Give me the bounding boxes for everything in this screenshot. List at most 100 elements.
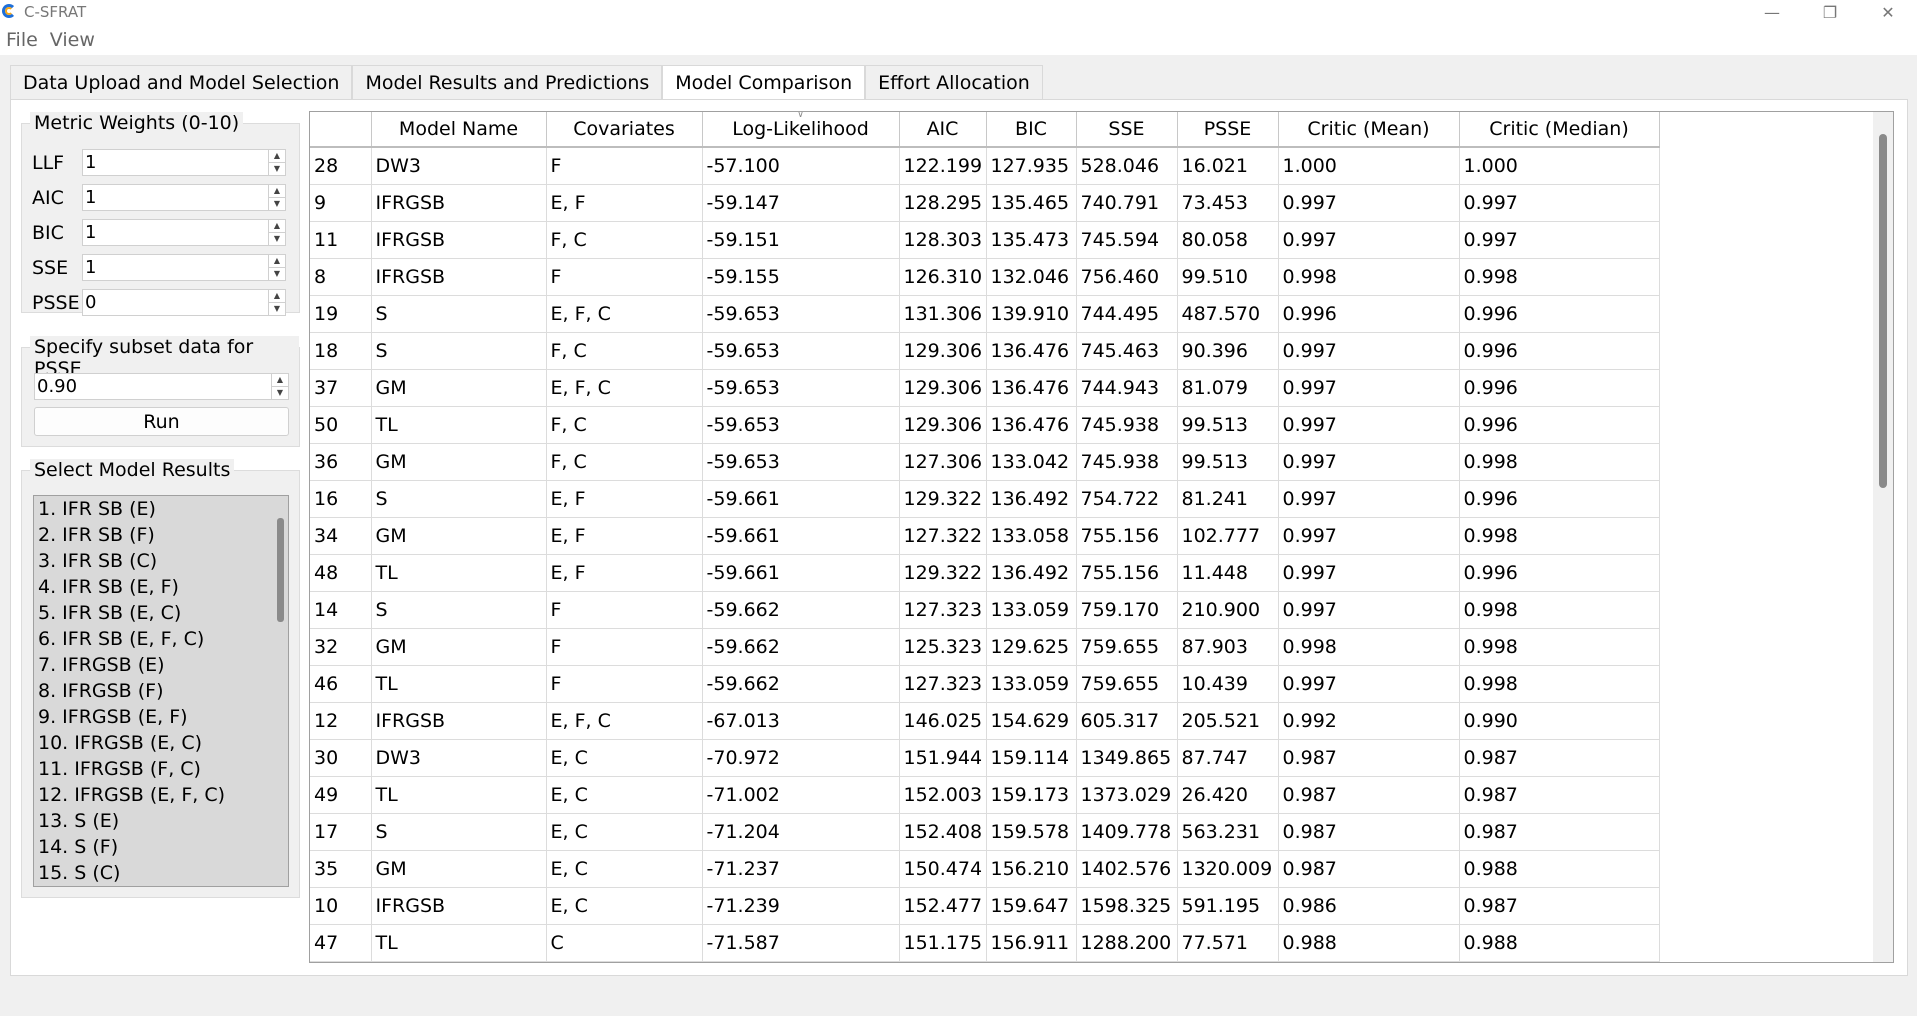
list-item[interactable]: 13. S (E)	[38, 810, 120, 832]
table-scrollbar[interactable]	[1873, 112, 1893, 962]
minimize-icon[interactable]: —	[1764, 2, 1780, 22]
table-cell: 50	[310, 406, 372, 444]
table-row[interactable]: 14 S F -59.662 127.323 133.059 759.170 210.900 0…	[310, 591, 1660, 629]
spin-down-icon[interactable]: ▼	[269, 232, 285, 245]
bic-weight-spinbox[interactable]: 1 ▲ ▼	[82, 219, 286, 246]
list-item[interactable]: 11. IFRGSB (F, C)	[38, 758, 201, 780]
table-row[interactable]: 11 IFRGSB F, C -59.151 128.303 135.473 745.594…	[310, 221, 1660, 259]
spin-up-icon[interactable]: ▲	[276, 375, 284, 384]
table-cell: E, F, C	[546, 295, 703, 333]
spin-down-icon[interactable]: ▼	[269, 302, 285, 315]
table-row[interactable]: 46 TL F -59.662 127.323 133.059 759.655 10.439 0…	[310, 665, 1660, 703]
table-row[interactable]: 47 TL C -71.587 151.175 156.911 1288.200 77.571…	[310, 924, 1660, 962]
table-row[interactable]: 28 DW3 F -57.100 122.199 127.935 528.046 16.021…	[310, 147, 1660, 185]
close-icon[interactable]: ✕	[1881, 2, 1895, 22]
table-cell: 152.477	[899, 887, 987, 925]
column-header[interactable]: SSE	[1076, 112, 1178, 148]
sse-weight-spinbox[interactable]: 1 ▲ ▼	[82, 254, 286, 281]
list-item[interactable]: 15. S (C)	[38, 862, 121, 884]
aic-weight-spinbox[interactable]: 1 ▲ ▼	[82, 184, 286, 211]
table-row[interactable]: 36 GM F, C -59.653 127.306 133.042 745.938 99.5…	[310, 443, 1660, 481]
column-header[interactable]	[310, 112, 372, 148]
table-cell: 152.408	[899, 813, 987, 851]
table-row[interactable]: 10 IFRGSB E, C -71.239 152.477 159.647 1598.32…	[310, 887, 1660, 925]
list-item[interactable]: 3. IFR SB (C)	[38, 550, 158, 572]
table-row[interactable]: 17 S E, C -71.204 152.408 159.578 1409.778 563.…	[310, 813, 1660, 851]
table-cell: -59.661	[702, 480, 900, 518]
list-item[interactable]: 14. S (F)	[38, 836, 119, 858]
table-row[interactable]: 34 GM E, F -59.661 127.322 133.058 755.156 102.…	[310, 517, 1660, 555]
table-row[interactable]: 12 IFRGSB E, F, C -67.013 146.025 154.629 605.…	[310, 702, 1660, 740]
table-cell: 1.000	[1459, 147, 1660, 185]
table-row[interactable]: 35 GM E, C -71.237 150.474 156.210 1402.576 132…	[310, 850, 1660, 888]
list-item[interactable]: 7. IFRGSB (E)	[38, 654, 165, 676]
table-row[interactable]: 18 S F, C -59.653 129.306 136.476 745.463 90.39…	[310, 332, 1660, 370]
spin-up-icon[interactable]: ▲	[273, 256, 281, 265]
list-item[interactable]: 5. IFR SB (E, C)	[38, 602, 182, 624]
list-scrollbar[interactable]	[277, 518, 284, 622]
column-header[interactable]: Critic (Median)	[1459, 112, 1660, 148]
spin-up-icon[interactable]: ▲	[273, 221, 281, 230]
run-button[interactable]: Run	[34, 407, 289, 436]
psse-subset-spinbox[interactable]: 0.90 ▲ ▼	[34, 373, 289, 400]
list-item[interactable]: 6. IFR SB (E, F, C)	[38, 628, 205, 650]
table-row[interactable]: 48 TL E, F -59.661 129.322 136.492 755.156 11.4…	[310, 554, 1660, 592]
psse-weight-spinbox[interactable]: 0 ▲ ▼	[82, 289, 286, 316]
spin-up-icon[interactable]: ▲	[273, 151, 281, 160]
table-row[interactable]: 9 IFRGSB E, F -59.147 128.295 135.465 740.791 7…	[310, 184, 1660, 222]
table-cell: 129.306	[899, 332, 987, 370]
table-row[interactable]: 32 GM F -59.662 125.323 129.625 759.655 87.903 0…	[310, 628, 1660, 666]
spin-up-icon[interactable]: ▲	[273, 186, 281, 195]
table-row[interactable]: 37 GM E, F, C -59.653 129.306 136.476 744.943 8…	[310, 369, 1660, 407]
menu-view[interactable]: View	[49, 28, 95, 51]
column-header[interactable]: BIC	[986, 112, 1077, 148]
spin-down-icon[interactable]: ▼	[269, 267, 285, 280]
spin-up-icon[interactable]: ▲	[273, 291, 281, 300]
table-cell: 745.938	[1076, 406, 1178, 444]
table-row[interactable]: 49 TL E, C -71.002 152.003 159.173 1373.029 26.…	[310, 776, 1660, 814]
column-header[interactable]: AIC	[899, 112, 987, 148]
list-item[interactable]: 8. IFRGSB (F)	[38, 680, 164, 702]
column-header[interactable]: Covariates	[546, 112, 703, 148]
list-item[interactable]: 9. IFRGSB (E, F)	[38, 706, 188, 728]
table-row[interactable]: 50 TL F, C -59.653 129.306 136.476 745.938 99.5…	[310, 406, 1660, 444]
model-results-list[interactable]: 1. IFR SB (E) 2. IFR SB (F) 3. IFR SB (C) 4…	[33, 495, 289, 887]
table-cell: 0.997	[1459, 184, 1660, 222]
spin-down-icon[interactable]: ▼	[269, 162, 285, 175]
spin-down-icon[interactable]: ▼	[272, 386, 288, 399]
table-cell: 14	[310, 591, 372, 629]
column-header[interactable]: Log-Likelihood ∨	[702, 111, 900, 148]
table-cell: 36	[310, 443, 372, 481]
tab-effort-allocation[interactable]: Effort Allocation	[865, 65, 1043, 100]
list-item[interactable]: 12. IFRGSB (E, F, C)	[38, 784, 226, 806]
table-cell: 11	[310, 221, 372, 259]
column-header-label: Critic (Median)	[1489, 118, 1629, 140]
tab-model-comparison[interactable]: Model Comparison	[662, 65, 866, 100]
table-cell: 90.396	[1177, 332, 1279, 370]
table-scrollbar-thumb[interactable]	[1879, 134, 1887, 488]
list-item[interactable]: 10. IFRGSB (E, C)	[38, 732, 203, 754]
restore-icon[interactable]: ❐	[1822, 2, 1838, 22]
tab-model-results[interactable]: Model Results and Predictions	[352, 65, 663, 100]
list-item[interactable]: 4. IFR SB (E, F)	[38, 576, 179, 598]
table-cell: 11.448	[1177, 554, 1279, 592]
spin-down-icon[interactable]: ▼	[269, 197, 285, 210]
column-header[interactable]: PSSE	[1177, 112, 1279, 148]
tab-data-upload[interactable]: Data Upload and Model Selection	[10, 65, 353, 100]
table-cell: 0.997	[1278, 554, 1460, 592]
column-header[interactable]: Model Name	[371, 112, 547, 148]
menu-file[interactable]: File	[6, 28, 38, 51]
column-header[interactable]: Critic (Mean)	[1278, 112, 1460, 148]
table-row[interactable]: 30 DW3 E, C -70.972 151.944 159.114 1349.865 87…	[310, 739, 1660, 777]
sort-indicator-icon: ∨	[797, 111, 804, 120]
llf-weight-spinbox[interactable]: 1 ▲ ▼	[82, 149, 286, 176]
list-item[interactable]: 2. IFR SB (F)	[38, 524, 155, 546]
table-row[interactable]: 16 S E, F -59.661 129.322 136.492 754.722 81.24…	[310, 480, 1660, 518]
table-row[interactable]: 19 S E, F, C -59.653 131.306 139.910 744.495 48…	[310, 295, 1660, 333]
table-row[interactable]: 8 IFRGSB F -59.155 126.310 132.046 756.460 99.5…	[310, 258, 1660, 296]
select-model-results-title: Select Model Results	[30, 459, 235, 481]
table-cell: 0.986	[1278, 887, 1460, 925]
table-cell: 136.492	[986, 554, 1077, 592]
list-item[interactable]: 1. IFR SB (E)	[38, 498, 156, 520]
table-cell: 740.791	[1076, 184, 1178, 222]
